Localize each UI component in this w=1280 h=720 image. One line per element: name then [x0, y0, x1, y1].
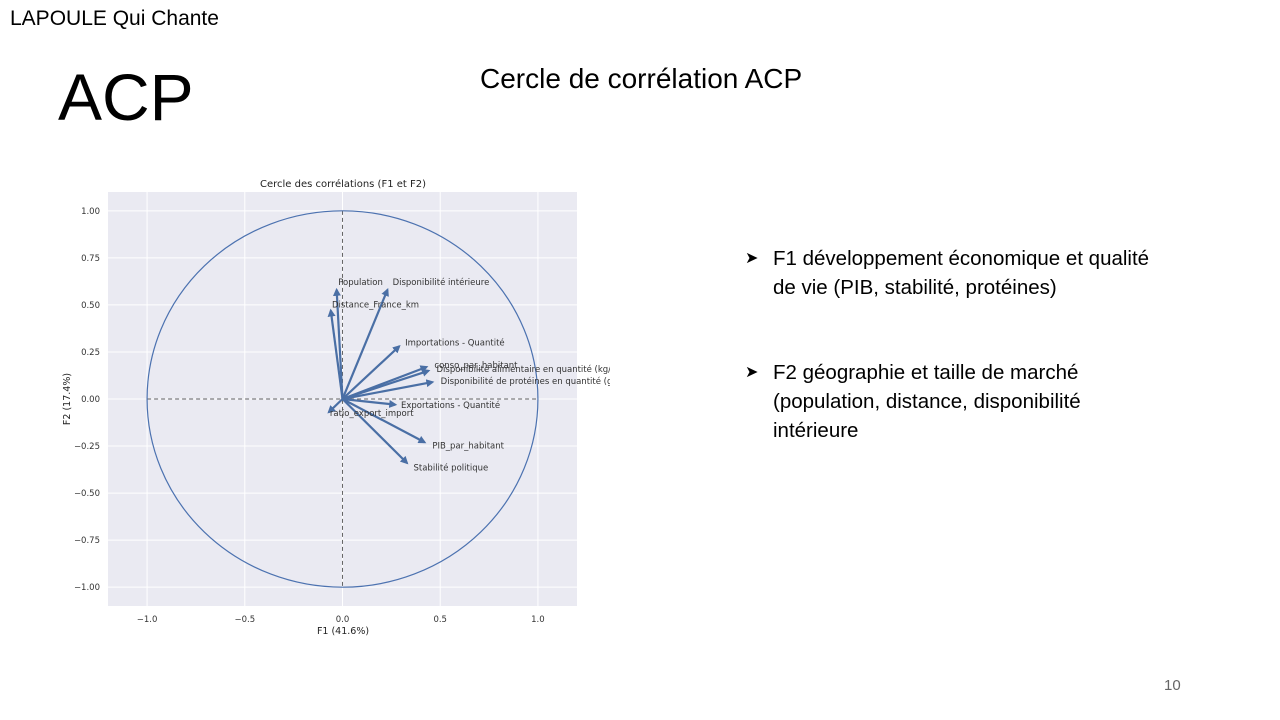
y-tick-label-3: 0.25 — [81, 348, 100, 358]
vector-arrow-7 — [342, 397, 398, 408]
vector-label-4: conso_par_habitant — [434, 361, 518, 371]
vector-arrow-9 — [341, 398, 427, 444]
bullet-item-f2: ➤ F2 géographie et taille de marché (pop… — [745, 358, 1165, 445]
bullet-text-f1: F1 développement économique et qualité d… — [773, 247, 1150, 299]
zero-axes — [147, 210, 538, 588]
vector-label-8: ratio_export_import — [330, 409, 414, 419]
vector-label-layer: Population Disponibilité intérieure Distan… — [330, 277, 678, 473]
arrow-bullet-icon: ➤ — [745, 250, 759, 267]
y-tick-label-5: −0.25 — [74, 442, 100, 452]
vector-arrow-6 — [342, 379, 435, 401]
chart-title: Cercle des corrélations (F1 et F2) — [260, 178, 426, 190]
vector-label-5: Disponibilité alimentaire en quantité (k… — [437, 364, 610, 375]
y-axis-label: F2 (17.4%) — [62, 373, 73, 425]
vector-label-10: Stabilité politique — [414, 462, 489, 473]
y-tick-label-2: 0.50 — [81, 301, 100, 311]
vector-label-6: Disponibilité de protéines en quantité (… — [441, 376, 610, 387]
arrow-bullet-icon: ➤ — [745, 364, 759, 381]
x-axis-label: F1 (41.6%) — [317, 626, 369, 637]
correlation-circle-chart: Cercle des corrélations (F1 et F2) Popul… — [50, 170, 678, 650]
unit-circle — [146, 210, 539, 588]
vector-arrow-2 — [327, 308, 344, 400]
vector-label-0: Population — [338, 278, 383, 288]
page-number: 10 — [1164, 677, 1181, 694]
vector-arrow-8 — [327, 398, 344, 414]
y-tick-label-8: −1.00 — [74, 583, 100, 593]
correlation-circle — [146, 210, 539, 588]
x-tick-label-1: −0.5 — [234, 615, 255, 625]
vector-label-3: Importations - Quantité — [405, 338, 505, 349]
vector-label-2: Distance_France_km — [332, 300, 419, 310]
x-tick-label-3: 0.5 — [433, 615, 447, 625]
y-tick-label-6: −0.50 — [74, 489, 100, 499]
chart-svg: Cercle des corrélations (F1 et F2) Popul… — [62, 178, 678, 637]
x-tick-label-0: −1.0 — [137, 615, 158, 625]
y-tick-label-7: −0.75 — [74, 536, 100, 546]
y-tick-label-1: 0.75 — [81, 254, 100, 264]
x-tick-label-4: 1.0 — [531, 615, 545, 625]
vector-arrow-1 — [341, 288, 389, 400]
vector-arrow-10 — [341, 398, 409, 465]
vector-layer — [327, 287, 435, 465]
y-tick-label-4: 0.00 — [81, 395, 100, 405]
slide-title: ACP — [58, 60, 194, 134]
bullet-item-f1: ➤ F1 développement économique et qualité… — [745, 244, 1165, 302]
x-tick-label-2: 0.0 — [336, 615, 350, 625]
bullet-list: ➤ F1 développement économique et qualité… — [745, 244, 1165, 501]
vector-label-9: PIB_par_habitant — [432, 441, 504, 451]
chart-heading: Cercle de corrélation ACP — [480, 63, 803, 94]
presenter-header: LAPOULE Qui Chante — [10, 7, 219, 30]
vector-label-7: Exportations - Quantité — [401, 400, 500, 411]
y-tick-label-0: 1.00 — [81, 207, 100, 217]
bullet-text-f2: F2 géographie et taille de marché (popul… — [773, 361, 1081, 442]
vector-arrow-5 — [342, 368, 431, 401]
vector-label-1: Disponibilité intérieure — [393, 277, 490, 288]
vector-arrow-3 — [341, 344, 401, 400]
vector-arrow-0 — [332, 287, 344, 400]
tick-layer: −1.0 −0.5 0.0 0.5 1.0 1.00 0.75 0.50 0.25 0.00 −0.… — [74, 207, 545, 625]
